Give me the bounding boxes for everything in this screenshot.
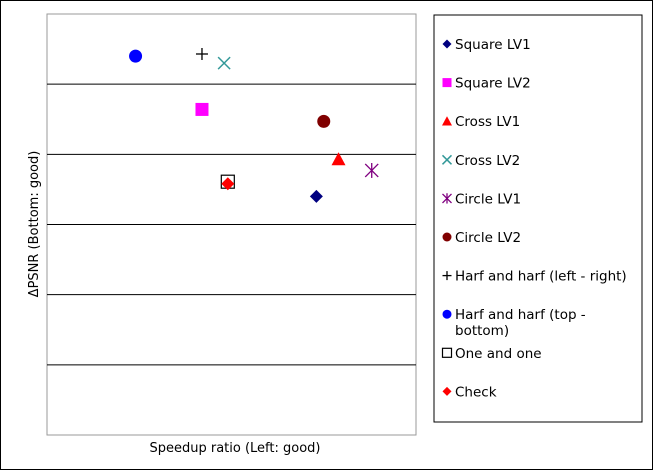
legend-item: Square LV2 xyxy=(442,76,531,92)
legend-label: Circle LV2 xyxy=(455,230,521,246)
legend-marker xyxy=(442,116,452,126)
y-axis-label: ΔPSNR (Bottom: good) xyxy=(27,151,42,298)
x-axis-label: Speedup ratio (Left: good) xyxy=(149,441,320,456)
data-point xyxy=(221,177,235,191)
legend-marker xyxy=(442,271,452,281)
data-point xyxy=(195,47,208,60)
legend-item: Circle LV1 xyxy=(442,191,521,207)
legend-label: Check xyxy=(455,384,497,400)
data-point xyxy=(195,102,209,116)
legend-item: One and one xyxy=(441,346,542,362)
data-points xyxy=(129,47,379,203)
data-point xyxy=(317,114,331,128)
legend-marker xyxy=(442,193,452,204)
legend-item: Check xyxy=(442,384,497,400)
legend-marker xyxy=(442,386,452,396)
data-point xyxy=(309,189,323,203)
data-point xyxy=(217,56,231,70)
data-point xyxy=(364,162,379,178)
gridlines xyxy=(47,83,416,366)
legend-marker xyxy=(442,39,452,49)
legend-label: Harf and harf (top -bottom) xyxy=(455,307,586,339)
legend-marker xyxy=(442,78,452,88)
legend-label: Square LV1 xyxy=(455,37,531,53)
legend-marker xyxy=(441,154,453,165)
legend-box xyxy=(433,14,643,423)
legend-item: Cross LV1 xyxy=(442,114,520,130)
legend-item: Harf and harf (top -bottom) xyxy=(442,307,586,339)
legend-marker xyxy=(442,309,452,319)
legend-label: One and one xyxy=(455,346,542,362)
legend-label: Cross LV1 xyxy=(455,114,520,130)
legend-label: Harf and harf (left - right) xyxy=(455,269,627,285)
legend-marker xyxy=(442,232,452,242)
legend-label: Circle LV1 xyxy=(455,191,521,207)
legend-marker xyxy=(441,347,453,358)
legend: Square LV1 Square LV2 Cross LV1 Cross LV2 Ci… xyxy=(441,37,627,400)
data-point xyxy=(129,49,143,63)
data-point xyxy=(331,152,346,166)
legend-item: Harf and harf (left - right) xyxy=(442,269,627,285)
legend-label: Square LV2 xyxy=(455,76,531,92)
legend-item: Square LV1 xyxy=(442,37,531,53)
legend-label: Cross LV2 xyxy=(455,153,520,169)
legend-item: Circle LV2 xyxy=(442,230,521,246)
legend-item: Cross LV2 xyxy=(441,153,520,169)
